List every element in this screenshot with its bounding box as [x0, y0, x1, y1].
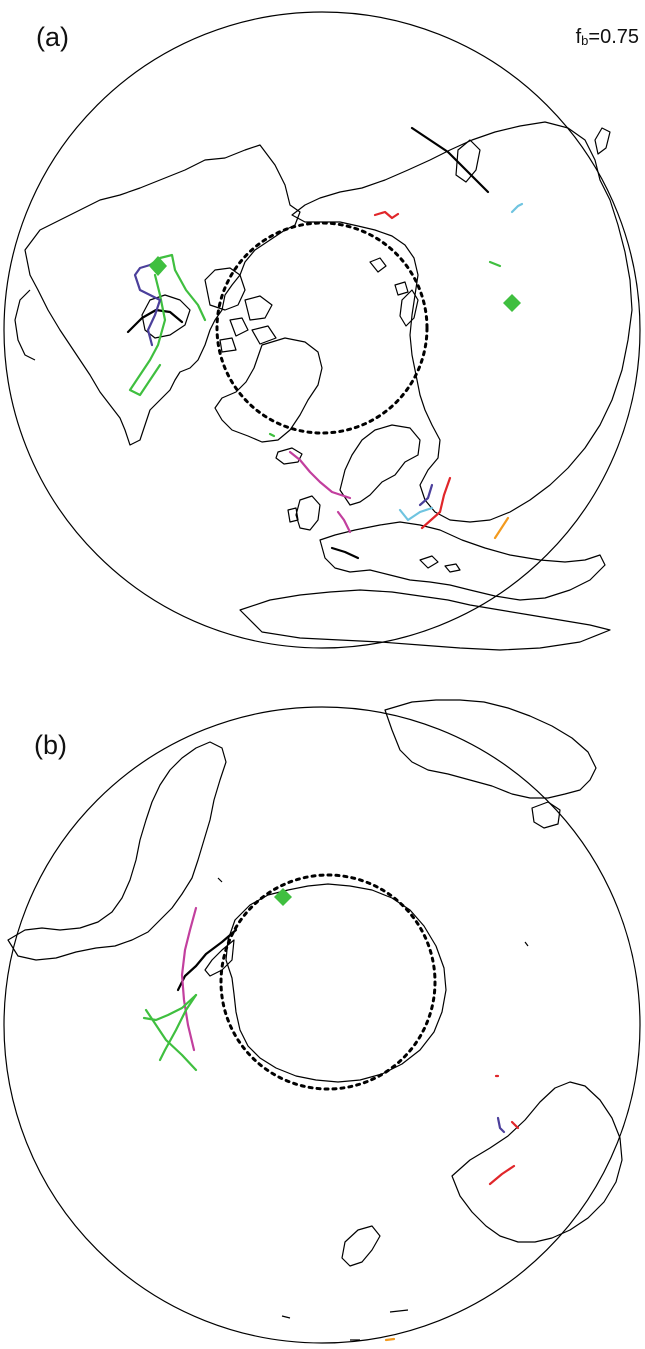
coastline-europe: [319, 521, 606, 601]
diamond-marker-icon: [149, 256, 167, 276]
globe-outline-b: [3, 706, 641, 1344]
diamond-marker-icon: [274, 888, 292, 906]
track-red-2: [420, 476, 452, 530]
parameter-value: =0.75: [588, 26, 639, 48]
coastline-japan: [594, 127, 611, 155]
coastline-greenland: [214, 337, 323, 443]
coastline-iceland: [275, 447, 303, 465]
track-magenta-2: [336, 510, 352, 534]
track-green-4: [268, 432, 276, 438]
parameter-symbol: f: [575, 26, 582, 48]
track-orange-s1: [384, 1337, 396, 1342]
coastline-kamchatka: [455, 139, 481, 183]
globe-outline-a: [3, 11, 641, 649]
coastline-alaska: [14, 289, 36, 361]
track-green-s3: [158, 993, 198, 1062]
track-red-s2: [488, 1164, 516, 1186]
coastline-mediterranean-islands: [419, 555, 461, 573]
track-green-s1: [144, 1008, 198, 1072]
coastline-canadian-islands: [204, 267, 277, 353]
coastline-africa-south: [384, 699, 597, 799]
parameter-subscript: b: [581, 33, 589, 48]
track-purple-2: [418, 483, 434, 507]
coastline-antarctic-peninsula: [204, 939, 235, 977]
coastline-british-isles: [287, 495, 321, 531]
northern-hemisphere-map: [3, 11, 641, 651]
diamond-marker-icon: [503, 294, 521, 312]
coastline-svalbard: [369, 257, 409, 296]
coastline-africa-north: [239, 589, 611, 651]
track-magenta-s1: [180, 906, 198, 1052]
track-lightblue-1: [510, 202, 524, 214]
coastline-north-america: [24, 144, 301, 446]
track-green-3: [488, 260, 502, 268]
track-purple-1: [133, 263, 162, 347]
track-black-s1: [176, 928, 238, 992]
coastline-novaya-zemlya: [399, 289, 419, 327]
track-green-s2: [142, 993, 198, 1022]
coastline-small-islands: [217, 877, 529, 1341]
track-magenta-1: [288, 450, 352, 500]
antarctic-circle: [219, 873, 437, 1091]
track-orange-1: [493, 516, 510, 540]
arctic-circle: [215, 221, 429, 435]
track-green-2: [128, 273, 167, 397]
coastline-antarctica: [225, 883, 447, 1083]
track-red-s1: [510, 1120, 520, 1130]
panel-a-label: (a): [36, 22, 69, 52]
track-red-1: [373, 210, 400, 220]
track-purple-s1: [496, 1116, 506, 1134]
coastline-siberia: [291, 121, 633, 523]
panel-b-label: (b): [34, 730, 67, 760]
coastline-scandinavia: [339, 424, 421, 506]
track-black-1: [410, 126, 490, 194]
parameter-label: fb=0.75: [576, 26, 639, 49]
track-black-3: [330, 546, 360, 560]
southern-hemisphere-map: [3, 699, 641, 1344]
coastline-hudson-bay: [141, 294, 191, 339]
coastline-madagascar: [531, 801, 561, 829]
track-lightblue-2: [398, 506, 434, 522]
coastline-south-america: [7, 741, 227, 961]
coastline-new-zealand: [341, 1225, 381, 1267]
coastline-australia: [451, 1081, 623, 1243]
